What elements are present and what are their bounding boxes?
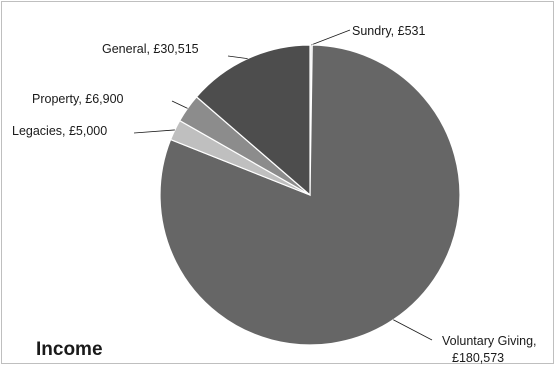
leader-line-sundry — [310, 29, 351, 46]
slice-label-legacies: Legacies, £5,000 — [12, 124, 107, 138]
leader-line-legacies — [133, 129, 175, 134]
pie-slice-general — [195, 44, 311, 197]
slice-label-general: General, £30,515 — [102, 42, 199, 56]
slice-label-voluntary-giving: Voluntary Giving, — [442, 334, 537, 348]
slice-label-property: Property, £6,900 — [32, 92, 124, 106]
slice-label-sundry: Sundry, £531 — [352, 24, 425, 38]
slice-label-voluntary-giving: £180,573 — [452, 351, 504, 365]
chart-title: Income — [36, 339, 103, 360]
leader-line-voluntary-giving — [393, 319, 433, 341]
leader-line-general — [227, 55, 248, 59]
leader-line-property — [171, 100, 188, 109]
